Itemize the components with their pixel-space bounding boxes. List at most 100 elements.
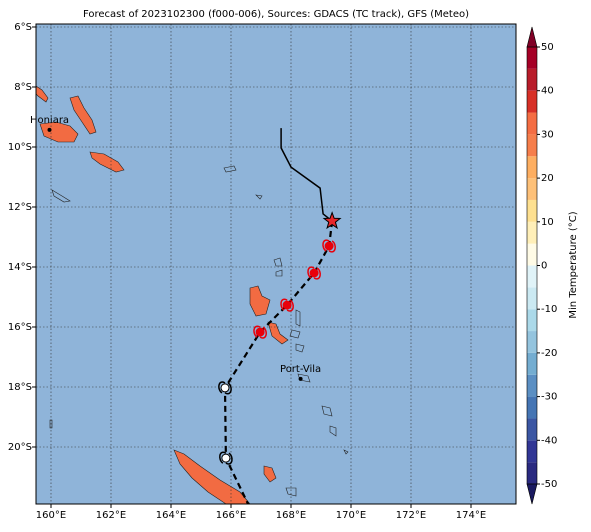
y-tick-label: 20°S bbox=[8, 442, 32, 453]
y-tick-label: 18°S bbox=[8, 382, 32, 393]
colorbar-segment bbox=[527, 352, 537, 375]
cyclone-symbol bbox=[307, 266, 321, 280]
colorbar-segment bbox=[527, 374, 537, 397]
island bbox=[39, 121, 79, 143]
colorbar-segment bbox=[527, 309, 537, 332]
island bbox=[289, 329, 301, 339]
island bbox=[51, 189, 71, 203]
colorbar-segment bbox=[527, 156, 537, 179]
cyclone-arm bbox=[322, 239, 336, 253]
colorbar-segment bbox=[527, 199, 537, 222]
x-tick-label: 172°E bbox=[396, 510, 426, 521]
colorbar-segment bbox=[527, 265, 537, 288]
island bbox=[285, 487, 297, 497]
x-tick-label: 164°E bbox=[156, 510, 186, 521]
x-tick-label: 170°E bbox=[336, 510, 366, 521]
colorbar-under bbox=[526, 483, 538, 505]
y-tick-label: 8°S bbox=[14, 82, 32, 93]
cyclone-eye bbox=[309, 268, 319, 278]
colorbar-tick-label: 40 bbox=[541, 86, 554, 97]
island bbox=[267, 321, 289, 345]
observed-track bbox=[280, 128, 333, 222]
island bbox=[295, 309, 301, 327]
island bbox=[273, 257, 283, 267]
colorbar-segment bbox=[527, 134, 537, 157]
cyclone-arm bbox=[307, 266, 321, 280]
colorbar-segment bbox=[527, 90, 537, 113]
map-frame bbox=[35, 23, 517, 505]
colorbar-tick-label: 30 bbox=[541, 129, 554, 140]
cyclone-eye bbox=[220, 383, 230, 393]
colorbar-over bbox=[526, 26, 538, 48]
x-tick-label: 162°E bbox=[96, 510, 126, 521]
city-dot bbox=[298, 376, 303, 381]
current-position bbox=[322, 211, 342, 230]
x-tick-label: 166°E bbox=[216, 510, 246, 521]
island bbox=[343, 449, 349, 455]
ocean bbox=[36, 24, 516, 504]
colorbar-tick-label: -30 bbox=[541, 392, 557, 403]
y-tick-label: 6°S bbox=[14, 22, 32, 33]
island bbox=[255, 194, 263, 200]
y-tick-label: 14°S bbox=[8, 262, 32, 273]
colorbar-tick-label: 20 bbox=[541, 173, 554, 184]
island bbox=[321, 405, 333, 417]
cyclone-arm bbox=[280, 298, 294, 312]
island bbox=[249, 285, 271, 317]
island bbox=[223, 165, 237, 173]
colorbar-tick-label: -10 bbox=[541, 304, 557, 315]
city-label: Honiara bbox=[30, 115, 69, 126]
title: Forecast of 2023102300 (f000-006), Sourc… bbox=[83, 9, 469, 20]
island bbox=[49, 419, 53, 429]
y-tick-label: 10°S bbox=[8, 142, 32, 153]
cyclone-eye bbox=[282, 300, 292, 310]
cyclone-eye bbox=[221, 453, 231, 463]
island bbox=[69, 95, 97, 135]
colorbar-tick-label: 0 bbox=[541, 261, 547, 272]
colorbar-tick-label: 10 bbox=[541, 217, 554, 228]
colorbar-segment bbox=[527, 178, 537, 200]
colorbar-tick-label: 50 bbox=[541, 42, 554, 53]
x-tick-label: 168°E bbox=[276, 510, 306, 521]
colorbar-segment bbox=[527, 112, 537, 135]
colorbar-tick-label: -50 bbox=[541, 479, 557, 490]
cyclone-arm bbox=[253, 325, 267, 339]
colorbar-tick-label: -20 bbox=[541, 348, 557, 359]
island bbox=[89, 151, 125, 173]
colorbar-segment bbox=[527, 221, 537, 244]
cyclone-eye bbox=[255, 327, 265, 337]
colorbar-segment bbox=[527, 396, 537, 419]
city-label: Port-Vila bbox=[280, 364, 321, 375]
forecast-track bbox=[223, 220, 334, 505]
cyclone-symbol bbox=[322, 239, 336, 253]
x-tick-label: 160°E bbox=[36, 510, 66, 521]
cyclone-symbol bbox=[219, 451, 233, 465]
y-tick-label: 16°S bbox=[8, 322, 32, 333]
cyclone-eye bbox=[324, 241, 334, 251]
colorbar-segment bbox=[527, 47, 537, 69]
colorbar-segment bbox=[527, 440, 537, 463]
island bbox=[263, 465, 277, 483]
colorbar: -50 -40 -30 -20 -10 0 10 20 30 40 50 bbox=[526, 26, 557, 505]
cyclone-symbol bbox=[280, 298, 294, 312]
x-tick-label: 174°E bbox=[456, 510, 486, 521]
island bbox=[275, 269, 283, 277]
colorbar-tick-label: -40 bbox=[541, 435, 557, 446]
cyclone-arm bbox=[218, 381, 232, 395]
colorbar-segment bbox=[527, 331, 537, 353]
colorbar-segment bbox=[527, 287, 537, 310]
grid bbox=[36, 24, 516, 504]
island bbox=[295, 343, 305, 353]
colorbar-label: Min Temperature (°C) bbox=[568, 211, 579, 318]
cyclone-symbol bbox=[218, 381, 232, 395]
colorbar-segment bbox=[527, 418, 537, 441]
city-dot bbox=[47, 127, 52, 132]
colorbar-segment bbox=[527, 462, 537, 484]
cyclone-arm bbox=[219, 451, 233, 465]
island bbox=[329, 425, 337, 437]
cyclone-symbol bbox=[253, 325, 267, 339]
colorbar-segment bbox=[527, 68, 537, 91]
colorbar-segment bbox=[527, 243, 537, 266]
